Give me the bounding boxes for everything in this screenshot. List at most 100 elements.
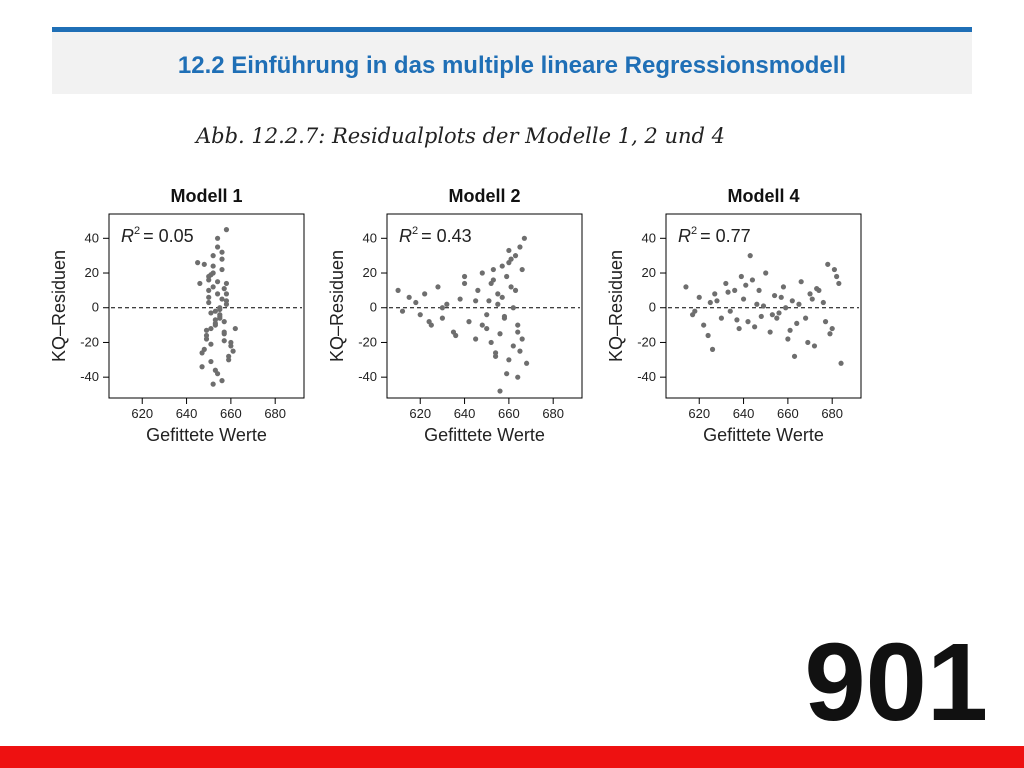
data-point [787, 327, 793, 333]
data-point [504, 273, 510, 280]
chart-title: Modell 2 [448, 186, 520, 206]
data-point [486, 298, 492, 304]
data-point [515, 374, 521, 380]
data-point [805, 339, 811, 346]
data-point [203, 332, 210, 339]
data-point [195, 260, 201, 266]
data-point [512, 253, 519, 259]
data-point [783, 305, 789, 311]
data-point [232, 325, 238, 332]
data-point [771, 292, 778, 299]
data-point [226, 353, 232, 359]
y-tick-label: 40 [363, 230, 377, 245]
data-point [776, 310, 782, 316]
data-point [223, 298, 230, 304]
data-point [754, 301, 760, 307]
data-point [208, 341, 214, 347]
data-point [214, 244, 221, 250]
r-squared-value: = 0.77 [700, 226, 751, 246]
x-tick-label: 620 [409, 406, 431, 421]
data-point [732, 287, 738, 293]
r-squared-value: = 0.43 [421, 226, 472, 246]
data-point [814, 286, 820, 292]
data-point [217, 313, 223, 320]
data-point [479, 322, 485, 328]
data-point [519, 266, 525, 273]
r-symbol: R [678, 226, 691, 246]
r-superscript: 2 [134, 225, 140, 237]
data-point [499, 263, 505, 269]
data-point [214, 291, 221, 297]
data-point [208, 358, 214, 365]
data-point [210, 253, 216, 259]
data-point [778, 294, 784, 300]
x-tick-label: 680 [264, 406, 286, 421]
data-point [221, 331, 227, 337]
data-point [497, 331, 503, 337]
plot-frame [386, 213, 583, 399]
data-point [426, 319, 432, 325]
data-point [201, 261, 207, 267]
data-point [827, 331, 833, 337]
data-point [723, 280, 729, 287]
data-point [838, 360, 844, 366]
r-squared-annotation: R2 = 0.77 [678, 225, 751, 246]
data-point [484, 312, 490, 318]
data-point [221, 286, 227, 292]
data-point [210, 381, 216, 387]
data-point [809, 296, 815, 302]
data-point [834, 273, 840, 280]
data-point [517, 244, 523, 250]
data-point [399, 308, 406, 314]
x-tick-label: 640 [176, 406, 198, 421]
data-point [444, 301, 450, 307]
data-point [780, 284, 787, 290]
data-point [504, 371, 510, 377]
y-tick-label: -40 [358, 369, 377, 384]
data-point [208, 310, 214, 316]
data-point [212, 308, 218, 314]
data-point [743, 282, 749, 288]
title-band: 12.2 Einführung in das multiple lineare … [52, 27, 972, 94]
r-superscript: 2 [412, 225, 418, 237]
data-point [712, 291, 718, 297]
data-point [221, 319, 227, 325]
data-point [461, 280, 468, 287]
data-point [466, 319, 472, 325]
data-point [820, 299, 826, 306]
data-point [763, 270, 769, 276]
data-point [508, 284, 514, 290]
data-point [484, 325, 490, 332]
data-point [212, 367, 218, 373]
data-point [457, 296, 463, 302]
data-point [829, 325, 835, 332]
data-point [519, 336, 525, 342]
footer-bar [0, 746, 1024, 768]
data-point [413, 299, 419, 306]
y-tick-label: 40 [642, 230, 656, 245]
y-tick-label: -40 [80, 369, 99, 384]
data-point [756, 287, 762, 293]
data-point [747, 253, 753, 259]
data-point [208, 325, 214, 332]
r-squared-annotation: R2 = 0.05 [121, 225, 194, 246]
x-tick-label: 620 [688, 406, 710, 421]
data-point [521, 235, 527, 241]
data-point [210, 263, 216, 269]
data-point [395, 287, 401, 293]
data-point [492, 353, 499, 359]
data-point [201, 346, 207, 352]
slide-title: 12.2 Einführung in das multiple lineare … [177, 52, 847, 79]
data-point [488, 339, 494, 346]
plot-frame [108, 213, 305, 399]
y-tick-label: 20 [85, 265, 99, 280]
data-point [517, 348, 523, 354]
data-point [228, 339, 234, 346]
data-point [219, 256, 225, 262]
data-point [203, 327, 210, 333]
x-tick-label: 660 [498, 406, 520, 421]
data-point [199, 364, 205, 370]
data-point [736, 325, 742, 332]
data-point [718, 315, 724, 321]
data-point [831, 266, 838, 273]
